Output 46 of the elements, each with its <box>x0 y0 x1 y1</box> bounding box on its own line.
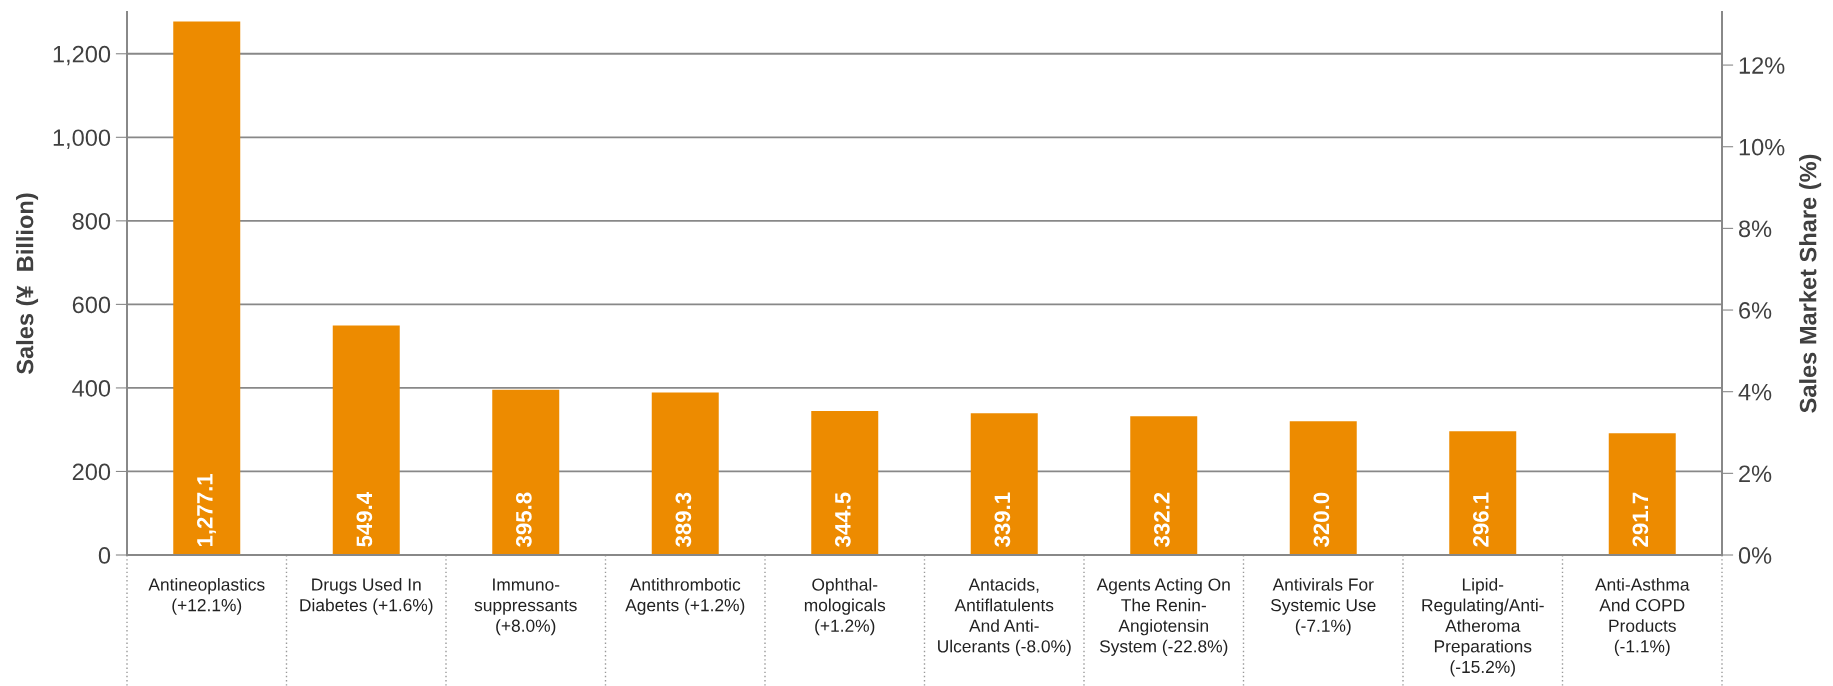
y-tick-label: 600 <box>72 296 111 314</box>
bar <box>1289 421 1357 555</box>
bar <box>1130 416 1198 555</box>
bar <box>173 21 241 555</box>
y2-tick-label: 10% <box>1739 138 1785 156</box>
x-tick-label: Antivirals For Systemic Use (-7.1%) <box>1270 577 1376 636</box>
y-tick-label: 800 <box>72 212 111 230</box>
x-tick-label: Lipid- Regulating/Anti- Atheroma Preparations (-15.2%) <box>1422 577 1544 677</box>
x-tick-label: Drugs Used In Diabetes (+1.6%) <box>300 577 433 615</box>
bar <box>970 413 1038 555</box>
y-tick-label: 1,000 <box>53 129 111 149</box>
y-tick-label: 200 <box>72 463 111 481</box>
data-label: 395.8 <box>515 492 532 547</box>
y2-tick-label: 4% <box>1738 383 1772 401</box>
y2-tick-label: 8% <box>1739 220 1772 238</box>
x-tick-label: Immuno- suppressants (+8.0%) <box>474 578 577 636</box>
bar <box>1449 431 1517 555</box>
y2-tick-label: 0% <box>1738 547 1772 564</box>
bar <box>1608 433 1676 555</box>
bar <box>492 389 560 555</box>
y2-tick-label: 12% <box>1739 57 1785 74</box>
x-tick-label: Ophthal- mologicals (+1.2%) <box>804 577 886 636</box>
data-label: 549.4 <box>356 491 373 547</box>
y2-tick-label: 2% <box>1739 465 1772 483</box>
y-axis-title: Sales (¥ Billion) <box>16 193 39 374</box>
y-tick-label: 400 <box>72 379 111 397</box>
x-tick-label: Antineoplastics (+12.1%) <box>148 577 265 615</box>
y2-axis-title: Sales Market Share (%) <box>1799 154 1822 413</box>
x-tick-label: Anti-Asthma And COPD Products (-1.1%) <box>1595 577 1690 656</box>
y-tick-label: 1,200 <box>53 45 111 66</box>
bar <box>651 392 719 555</box>
data-label: 332.2 <box>1153 492 1170 547</box>
data-label: 320.0 <box>1313 492 1330 547</box>
x-tick-label: Antithrombotic Agents (+1.2%) <box>625 577 745 615</box>
data-label: 339.1 <box>994 492 1011 547</box>
x-tick-label: Antacids, Antiflatulents And Anti- Ulcerants (-8.0%) <box>938 577 1071 656</box>
data-label: 1,277.1 <box>196 473 216 547</box>
y2-tick-label: 6% <box>1739 302 1772 319</box>
data-label: 389.3 <box>675 492 692 547</box>
data-label: 344.5 <box>834 492 851 547</box>
bar <box>332 325 400 555</box>
x-tick-label: Agents Acting On The Renin- Angiotensin System (-22.8%) <box>1096 577 1230 656</box>
data-label: 291.7 <box>1632 492 1649 547</box>
y-tick-label: 0 <box>98 547 111 564</box>
bar <box>811 411 879 555</box>
data-label: 296.1 <box>1472 492 1489 547</box>
